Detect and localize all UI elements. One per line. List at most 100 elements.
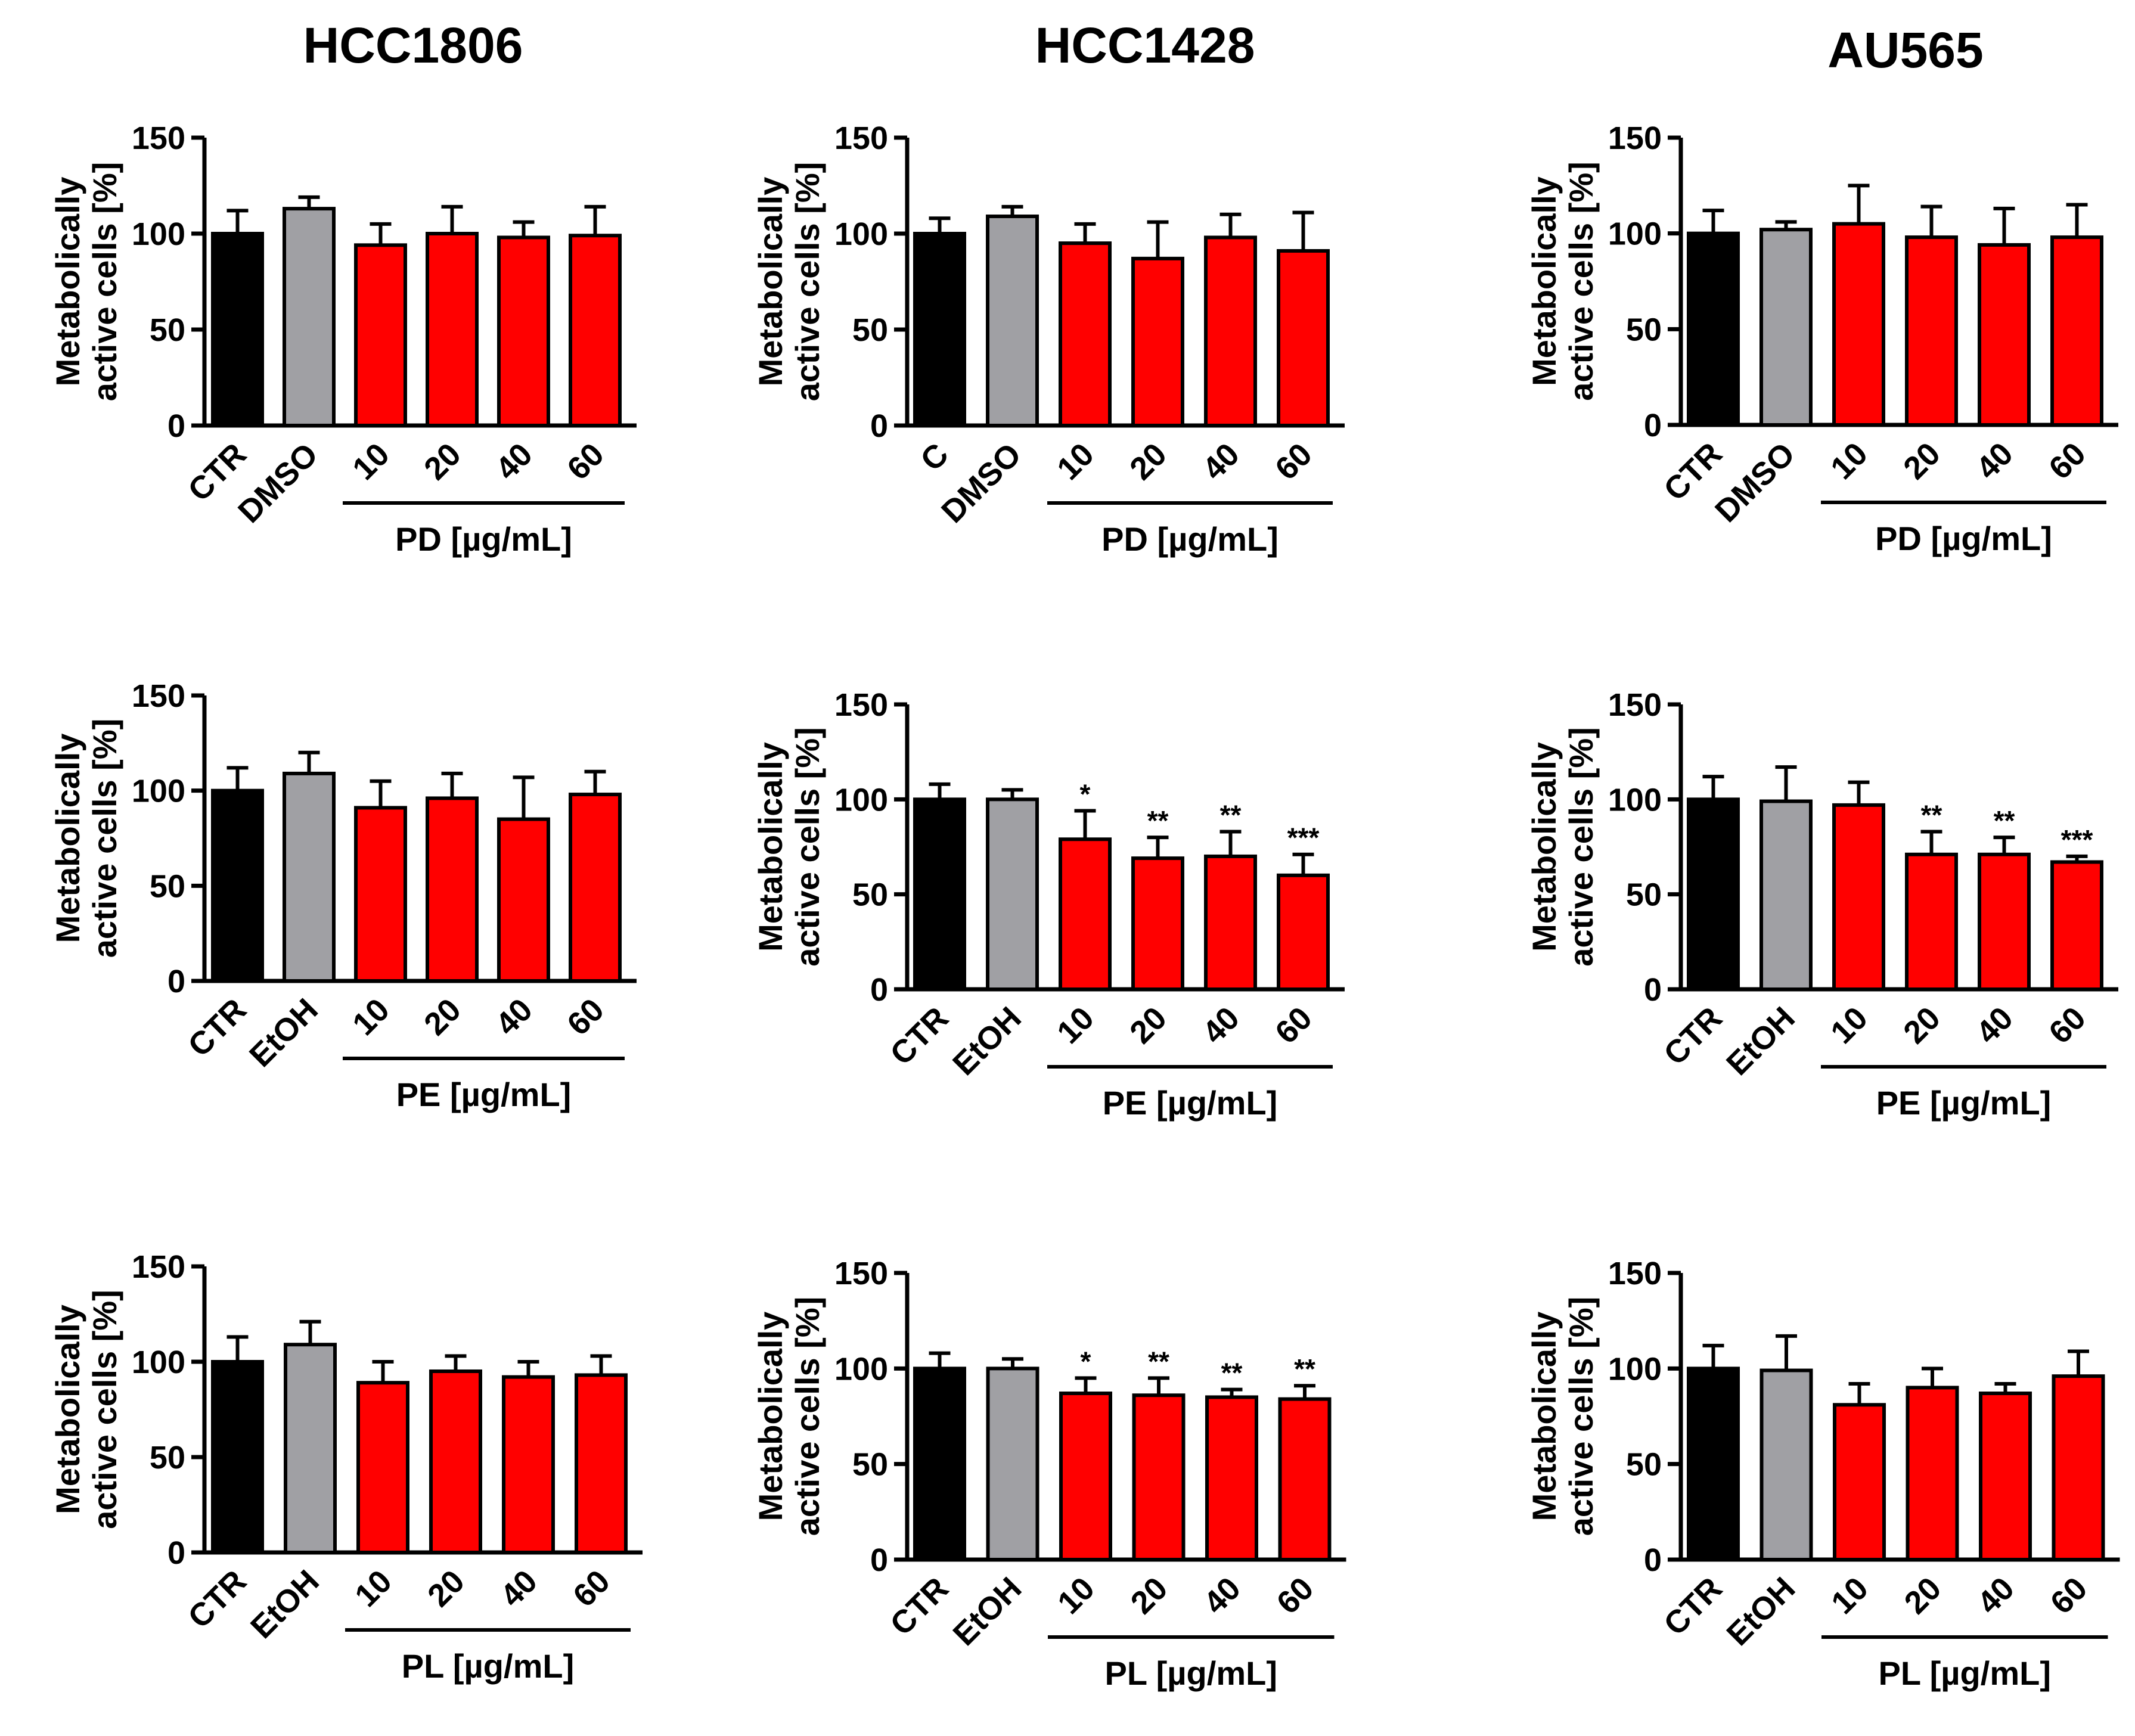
bar-EtOH (283, 771, 336, 983)
bar-EtOH (1759, 799, 1813, 992)
category-label: 60 (2042, 436, 2093, 486)
chart-r2c2: Metabolically active cells [%] 0 50 100 150 CT… (1525, 1256, 2120, 1692)
category-label: EtOH (243, 992, 325, 1074)
bar-CTR (913, 1367, 966, 1561)
y-tick-label: 150 (132, 120, 185, 156)
bar-EtOH (1759, 1368, 1813, 1562)
bar-60 (1277, 873, 1330, 992)
y-tick-label: 150 (1608, 687, 1662, 723)
category-label: 40 (489, 992, 539, 1042)
group-label: PD [µg/mL] (395, 520, 572, 558)
category-label: 60 (1268, 1000, 1319, 1051)
category-label: CTR (883, 1570, 955, 1642)
category-label: CTR (181, 1563, 253, 1635)
bar-40 (502, 1375, 555, 1555)
bar-10 (1832, 803, 1885, 991)
bar-40 (497, 235, 550, 427)
category-label: 10 (348, 1563, 399, 1614)
bar-CTR (913, 797, 966, 992)
category-label: 60 (2044, 1570, 2094, 1621)
bar-EtOH (986, 1367, 1039, 1561)
category-label: CTR (1657, 1000, 1729, 1072)
y-tick-label: 150 (1608, 120, 1662, 156)
column-title-1: HCC1428 (1035, 17, 1255, 73)
category-label: 60 (2042, 1000, 2093, 1051)
bar-10 (354, 806, 407, 983)
y-tick-label: 100 (834, 216, 888, 252)
y-tick-label: 100 (1608, 1351, 1662, 1387)
category-label: 40 (1197, 1570, 1248, 1621)
bar-C (913, 232, 966, 427)
y-axis-label-line-2: active cells [%] (1562, 727, 1600, 967)
y-axis-label-line-1: Metabolically (752, 742, 789, 952)
bar-CTR (1687, 231, 1740, 427)
y-tick-label: 0 (870, 1542, 888, 1578)
y-tick-label: 100 (834, 782, 888, 818)
bar-CTR (211, 232, 264, 427)
bar-10 (1059, 837, 1112, 991)
chart-r1c2: Metabolically active cells [%] 0 50 100 150 CT… (1525, 687, 2118, 1122)
category-label: 10 (1050, 436, 1101, 487)
y-tick-label: 0 (870, 972, 888, 1008)
bar-60 (2050, 860, 2103, 991)
bar-CTR (1687, 1367, 1740, 1561)
bar-20 (429, 1369, 482, 1554)
category-label: 20 (1898, 1570, 1948, 1621)
category-label: 20 (1123, 436, 1174, 487)
category-label: 20 (1124, 1570, 1175, 1621)
y-axis-label-line-1: Metabolically (752, 177, 789, 387)
category-label: 20 (417, 992, 468, 1042)
bar-40 (1205, 1395, 1258, 1562)
significance-marker: ** (1294, 1353, 1315, 1384)
group-label: PL [µg/mL] (1879, 1654, 2051, 1692)
chart-r0c2: Metabolically active cells [%]050100150CT… (1525, 120, 2118, 557)
category-label: 10 (1050, 1000, 1101, 1051)
bar-60 (1278, 1397, 1332, 1561)
bar-DMSO (986, 215, 1039, 427)
y-tick-label: 150 (834, 1256, 888, 1291)
chart-r0c1: Metabolically active cells [%] 0 50 100 150 CD… (752, 120, 1345, 558)
bar-40 (497, 817, 550, 983)
y-axis-label-line-2: active cells [%] (1562, 1297, 1600, 1536)
significance-marker: ** (1994, 805, 2015, 836)
bar-10 (1832, 222, 1885, 427)
significance-marker: ** (1221, 1358, 1243, 1389)
category-label: 60 (1270, 1570, 1321, 1621)
chart-r2c1: Metabolically active cells [%] 0 50 100 150 CT… (752, 1256, 1346, 1692)
significance-marker: *** (2061, 824, 2093, 855)
y-tick-label: 100 (132, 1344, 185, 1380)
column-title-0: HCC1806 (303, 17, 523, 73)
category-label: 60 (560, 436, 611, 487)
y-tick-label: 50 (150, 312, 185, 348)
bar-60 (569, 234, 622, 427)
bar-20 (1905, 235, 1958, 427)
y-tick-label: 50 (1626, 1447, 1662, 1483)
y-tick-label: 100 (1608, 216, 1662, 252)
y-axis-label-line-1: Metabolically (1525, 1312, 1563, 1521)
category-label: 40 (1196, 436, 1246, 487)
chart-r2c0: Metabolically active cells [%] 0 50 100 150 CT… (49, 1249, 643, 1685)
bar-40 (1204, 854, 1257, 992)
y-tick-label: 150 (834, 120, 888, 156)
significance-marker: ** (1147, 805, 1169, 836)
y-axis-label-line-1: Metabolically (1525, 742, 1563, 952)
bar-DMSO (1759, 228, 1813, 427)
category-label: 40 (1970, 1570, 2021, 1621)
bar-DMSO (283, 207, 336, 427)
category-label: EtOH (244, 1563, 326, 1645)
bar-60 (575, 1373, 628, 1554)
y-axis-label-line-1: Metabolically (49, 1305, 86, 1514)
category-label: 10 (346, 436, 396, 487)
category-label: 40 (494, 1563, 544, 1614)
y-axis-label-line-2: active cells [%] (86, 162, 123, 402)
bar-20 (1132, 1393, 1186, 1561)
significance-marker: ** (1148, 1346, 1169, 1377)
bar-20 (426, 796, 479, 983)
bar-40 (1204, 235, 1257, 427)
bar-20 (1131, 256, 1184, 427)
category-label: DMSO (231, 436, 325, 530)
category-label: 20 (1897, 436, 1947, 486)
group-label: PL [µg/mL] (1105, 1654, 1277, 1692)
category-label: 60 (566, 1563, 617, 1614)
category-label: 60 (1268, 436, 1319, 487)
